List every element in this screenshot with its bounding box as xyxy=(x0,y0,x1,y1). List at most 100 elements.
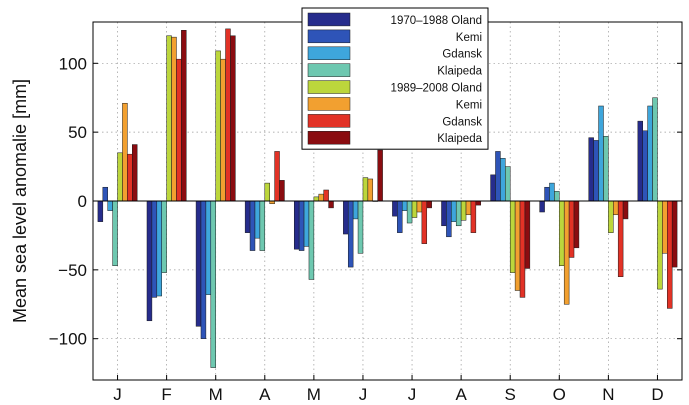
y-tick-label: −100 xyxy=(49,330,87,349)
legend-swatch xyxy=(307,12,351,27)
bar xyxy=(347,200,354,268)
bar xyxy=(122,102,128,202)
bar xyxy=(318,193,324,202)
bar xyxy=(514,200,521,291)
legend-label: Gdansk xyxy=(442,49,482,61)
bar xyxy=(274,151,280,202)
bar xyxy=(220,58,226,202)
bar xyxy=(244,200,251,233)
bar xyxy=(279,180,285,202)
bar xyxy=(151,200,158,298)
legend-label: 1970–1988 Oland xyxy=(391,15,482,27)
bar xyxy=(367,178,374,202)
bar xyxy=(249,200,256,251)
bar xyxy=(426,200,432,209)
legend-label: Kemi xyxy=(456,32,482,44)
bar xyxy=(181,30,187,202)
x-tick-label: A xyxy=(259,385,271,404)
bar xyxy=(171,36,177,202)
bar xyxy=(593,140,599,202)
bar xyxy=(563,200,570,305)
bar xyxy=(509,200,516,273)
bar xyxy=(554,191,560,202)
bar xyxy=(156,200,162,297)
bar xyxy=(446,200,452,238)
bar xyxy=(328,200,334,209)
x-tick-label: F xyxy=(161,385,171,404)
bar xyxy=(215,50,221,202)
bar xyxy=(230,35,236,202)
bar xyxy=(470,200,477,233)
x-tick-label: M xyxy=(209,385,223,404)
bar xyxy=(490,174,496,202)
bar xyxy=(343,200,349,235)
y-tick-label: 100 xyxy=(59,54,87,73)
bar xyxy=(667,200,673,309)
bar xyxy=(166,35,172,202)
legend-label: Kemi xyxy=(456,99,482,111)
bar xyxy=(613,200,619,216)
x-tick-label: J xyxy=(408,385,417,404)
x-tick-label: D xyxy=(651,385,663,404)
bar xyxy=(524,200,531,269)
bar xyxy=(495,151,501,202)
bar xyxy=(455,200,462,227)
x-tick-label: S xyxy=(505,385,516,404)
bar xyxy=(392,200,398,217)
bar xyxy=(460,200,467,221)
bar xyxy=(603,136,609,202)
bar xyxy=(146,200,153,322)
y-axis-ticks: −100 −50 0 50 100 xyxy=(49,54,682,349)
legend-swatch xyxy=(307,80,351,94)
bar xyxy=(117,152,123,202)
x-tick-label: J xyxy=(113,385,122,404)
bar xyxy=(97,200,104,222)
bar xyxy=(195,200,202,327)
bar xyxy=(500,158,506,202)
bar xyxy=(200,200,207,339)
legend-label: 1989–2008 Oland xyxy=(391,83,482,95)
bar xyxy=(352,200,359,220)
bar xyxy=(475,200,482,206)
bar xyxy=(264,182,270,202)
x-tick-label: O xyxy=(553,385,566,404)
bar xyxy=(559,200,565,266)
bar xyxy=(254,200,261,239)
bar xyxy=(505,166,511,202)
legend-swatch xyxy=(307,63,351,77)
y-tick-label: 0 xyxy=(78,192,87,211)
bar xyxy=(377,149,383,202)
bar xyxy=(259,200,266,251)
x-tick-label: N xyxy=(602,385,614,404)
bar xyxy=(451,200,457,222)
bar xyxy=(637,120,643,202)
bar xyxy=(397,200,403,233)
bar xyxy=(210,200,216,368)
bar xyxy=(421,200,428,244)
legend-swatch xyxy=(307,114,351,128)
bar xyxy=(293,200,300,250)
bar xyxy=(112,200,118,266)
bar xyxy=(588,137,594,202)
legend-swatch xyxy=(307,29,351,44)
bar xyxy=(127,153,133,202)
bar xyxy=(622,200,629,220)
bars-group xyxy=(97,28,678,368)
bar xyxy=(132,144,138,202)
bar xyxy=(657,200,663,290)
y-axis-label: Mean sea level anomalie [mm] xyxy=(10,79,30,323)
bar xyxy=(362,177,369,202)
bar xyxy=(107,200,113,211)
bar xyxy=(465,200,472,216)
bar xyxy=(313,196,320,202)
bar xyxy=(298,200,305,251)
bar xyxy=(411,200,418,218)
y-tick-label: 50 xyxy=(68,123,87,142)
x-tick-label: A xyxy=(455,385,467,404)
legend-label: Klaipeda xyxy=(437,133,482,145)
bar xyxy=(416,200,423,213)
bar xyxy=(308,200,315,280)
bar xyxy=(652,97,658,202)
